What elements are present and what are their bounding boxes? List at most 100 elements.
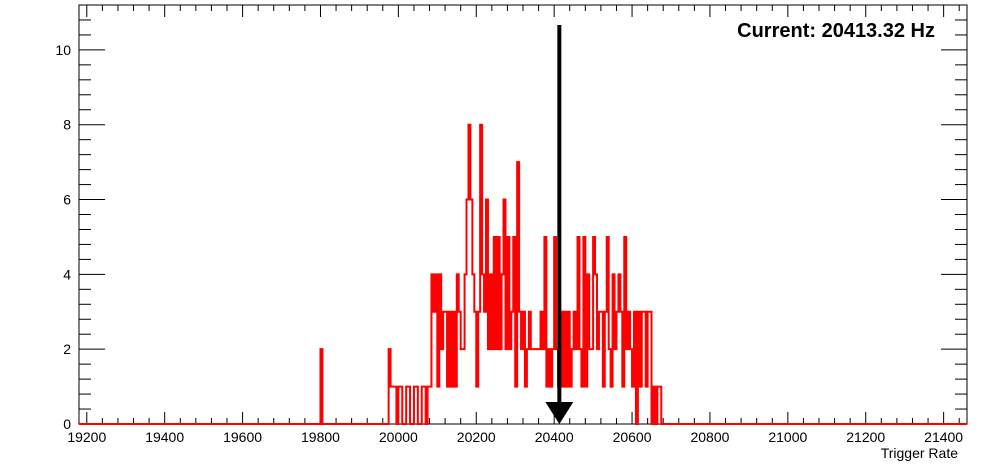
histogram-bin [451, 387, 453, 424]
histogram-bin [443, 312, 445, 424]
histogram-bin [519, 312, 521, 424]
histogram-bin [597, 349, 599, 424]
histogram-bin [595, 274, 597, 424]
histogram-bin [620, 312, 622, 424]
histogram-bin [603, 387, 605, 424]
histogram-bin [467, 200, 469, 424]
histogram-bin [435, 274, 437, 424]
x-tick-label: 20800 [690, 429, 729, 445]
histogram-bin [393, 387, 395, 424]
histogram-bin [445, 312, 447, 424]
histogram-bin [494, 237, 496, 424]
histogram-bin [616, 312, 618, 424]
y-tick-labels: 0 2 4 6 8 10 [55, 42, 71, 432]
current-rate-annotation: Current: 20413.32 Hz [737, 20, 935, 42]
histogram-bin [488, 349, 490, 424]
histogram-bin [525, 387, 527, 424]
histogram-bin [486, 200, 488, 424]
histogram-bin [490, 274, 492, 424]
histogram-bin [416, 387, 418, 424]
x-tick-label: 20400 [535, 429, 574, 445]
histogram-bin [422, 387, 424, 424]
x-tick-label: 19200 [67, 429, 106, 445]
histogram-bin [472, 274, 474, 424]
histogram-bin [646, 387, 648, 424]
histogram-bin [507, 237, 509, 424]
histogram-bin [548, 349, 550, 424]
x-tick-label: 21200 [846, 429, 885, 445]
histogram-bin [509, 349, 511, 424]
histogram-bin [587, 274, 589, 424]
histogram-bin [541, 312, 543, 424]
histogram-bin [605, 312, 607, 424]
histogram-bin [650, 312, 652, 424]
histogram-bin [498, 237, 500, 424]
histogram-bin [622, 387, 624, 424]
x-axis-title: Trigger Rate [881, 445, 959, 461]
histogram-bin [626, 349, 628, 424]
histogram-bin [463, 349, 465, 424]
histogram-bin [500, 349, 502, 424]
histogram-bin [533, 349, 535, 424]
histogram-bin [599, 312, 601, 424]
histogram-bin [527, 349, 529, 424]
histogram-bin [320, 349, 322, 424]
histogram-bin [618, 274, 620, 424]
histogram-bin [644, 312, 646, 424]
histogram-bin [554, 237, 556, 424]
histogram-bin [449, 312, 451, 424]
histogram-bin [578, 237, 580, 424]
histogram-bin [648, 312, 650, 424]
histogram-bin [428, 387, 430, 424]
histogram-bin [539, 349, 541, 424]
x-tick-labels: 19200 19400 19600 19800 20000 20200 20400 20600… [67, 429, 963, 445]
histogram-bin [611, 387, 613, 424]
current-rate-arrow [545, 25, 574, 424]
histogram-bin [439, 274, 441, 424]
histogram-bin [517, 162, 519, 424]
x-tick-label: 19800 [301, 429, 340, 445]
histogram-bin [657, 387, 659, 424]
x-tick-label: 21000 [768, 429, 807, 445]
histogram-bin [433, 312, 435, 424]
histogram-bin [431, 274, 433, 424]
histogram-bin [394, 387, 396, 424]
histogram-bin [496, 349, 498, 424]
histogram-bin [581, 387, 583, 424]
histogram-bin [389, 349, 391, 424]
histogram-bin [529, 312, 531, 424]
histogram-bin [542, 349, 544, 424]
y-tick-label: 10 [55, 42, 71, 58]
histogram-bin [583, 237, 585, 424]
histogram-bin [609, 349, 611, 424]
histogram-bin [513, 237, 515, 424]
histogram-bin [601, 312, 603, 424]
x-tick-label: 20000 [379, 429, 418, 445]
histogram-bin [441, 349, 443, 424]
histogram-bin [642, 312, 644, 424]
histogram-bin [492, 349, 494, 424]
y-tick-label: 4 [63, 266, 71, 282]
histogram-bin [579, 349, 581, 424]
histogram-bin [430, 387, 432, 424]
histogram-bin [504, 200, 506, 424]
histogram-bin [455, 387, 457, 424]
histogram-bin [574, 312, 576, 424]
histogram-bin [408, 387, 410, 424]
histogram-bin [638, 312, 640, 424]
histogram-bin [544, 237, 546, 424]
histogram-bin [576, 349, 578, 424]
histogram-bin [634, 312, 636, 424]
histogram-bin [502, 274, 504, 424]
histogram-bin [468, 125, 470, 424]
histogram-bin [453, 312, 455, 424]
histogram-bin [585, 387, 587, 424]
histogram-bin [591, 349, 593, 424]
y-tick-label: 0 [63, 416, 71, 432]
histogram-bin [572, 349, 574, 424]
histogram-bin [482, 274, 484, 424]
x-tick-label: 21400 [924, 429, 963, 445]
histogram-bin [630, 349, 632, 424]
histogram-bin [400, 387, 402, 424]
